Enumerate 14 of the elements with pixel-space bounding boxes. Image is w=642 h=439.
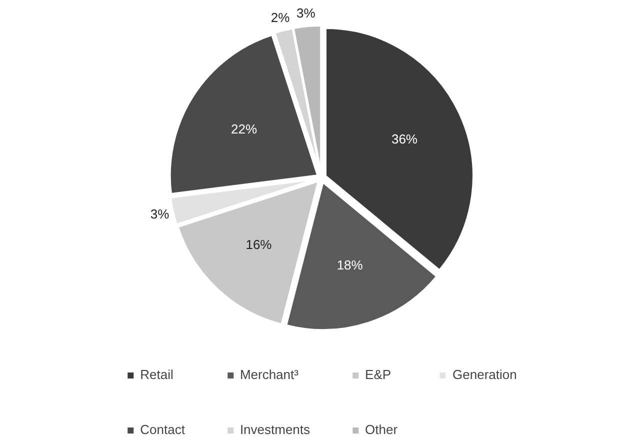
data-label: 16% bbox=[246, 237, 272, 252]
legend-label: E&P bbox=[365, 367, 392, 382]
data-label: 36% bbox=[391, 131, 418, 146]
data-label: 18% bbox=[336, 258, 364, 273]
legend-label: Retail bbox=[140, 367, 174, 382]
legend-label: Merchant³ bbox=[240, 367, 298, 382]
legend-label: Investments bbox=[240, 422, 310, 437]
legend-label: Contact bbox=[140, 422, 185, 437]
legend-label: Generation bbox=[452, 367, 517, 382]
data-label: 3% bbox=[150, 206, 170, 222]
data-label: 22% bbox=[231, 121, 258, 136]
data-label: 2% bbox=[270, 10, 290, 26]
legend-label: Other bbox=[365, 422, 398, 437]
data-label: 3% bbox=[296, 6, 316, 21]
